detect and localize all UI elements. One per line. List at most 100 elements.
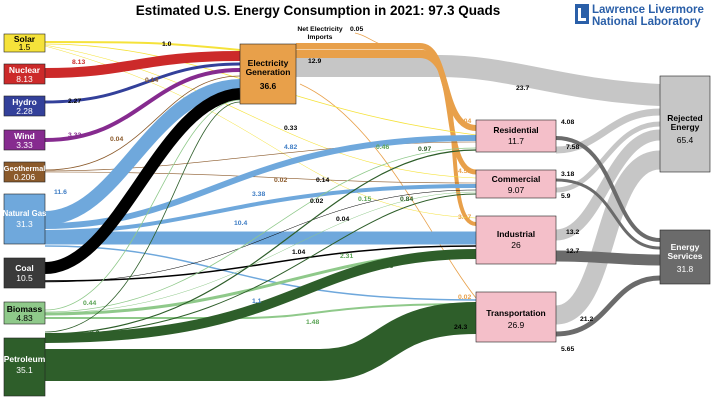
- energy-services-label1: Energy: [671, 242, 700, 252]
- source-coal: Coal 10.5: [3, 257, 46, 289]
- label-ind-rej: 13.2: [566, 229, 579, 236]
- label-nuclear-elec: 8.13: [72, 59, 85, 66]
- energy-services-value: 31.8: [677, 264, 694, 274]
- energy-services-box: [659, 229, 711, 285]
- flow-trans-services: [555, 275, 661, 337]
- flow-bio-residential: [44, 147, 477, 313]
- label-coal-com: 0.02: [310, 198, 323, 205]
- source-petroleum-value: 35.1: [16, 365, 33, 375]
- source-hydro-value: 2.28: [16, 106, 33, 116]
- residential-label: Residential: [493, 125, 538, 135]
- flow-pet-residential: [44, 149, 477, 335]
- rejected-energy-label1: Rejected: [667, 113, 702, 123]
- label-pet-com: 0.84: [400, 196, 413, 203]
- source-coal-value: 10.5: [16, 273, 33, 283]
- source-solar-label: Solar: [14, 34, 36, 44]
- label-solar-ind: 0.04: [336, 216, 349, 223]
- flow-ng-elec: [44, 79, 241, 225]
- electricity-generation-box: [239, 43, 297, 105]
- source-solar-box: [3, 33, 46, 53]
- source-natural-gas-label: Natural Gas: [3, 209, 47, 218]
- flow-coal-elec: [44, 88, 241, 274]
- source-petroleum-label: Petroleum: [4, 354, 46, 364]
- flow-ind-services: [555, 250, 661, 266]
- flow-wind-elec: [44, 68, 241, 142]
- sink-energy-services: Energy Services 31.8: [659, 229, 711, 285]
- label-pet-elec: 0.2: [90, 330, 100, 337]
- transportation-label: Transportation: [486, 308, 546, 318]
- logo-line1: Lawrence Livermore: [592, 4, 704, 16]
- source-biomass-label: Biomass: [7, 304, 43, 314]
- source-nuclear: Nuclear 8.13: [3, 63, 46, 85]
- label-ng-elec: 11.6: [54, 189, 67, 196]
- source-geothermal: Geothermal 0.206: [3, 161, 46, 183]
- sector-commercial: Commercial 9.07: [475, 169, 557, 199]
- flow-coal-commercial: [44, 189, 477, 283]
- llnl-logo-icon-stripe: [578, 8, 581, 21]
- label-hydro-elec: 2.27: [68, 98, 81, 105]
- flow-res-rejected: [555, 108, 661, 154]
- flow-ng-residential: [44, 135, 477, 229]
- industrial-value: 26: [511, 240, 521, 250]
- label-elec-trans2: 0.02: [458, 294, 471, 301]
- commercial-value: 9.07: [508, 185, 525, 195]
- source-biomass-value: 4.83: [16, 313, 33, 323]
- source-coal-box: [3, 257, 46, 289]
- electricity-generation-label2: Generation: [246, 67, 291, 77]
- source-natural-gas-box: [3, 193, 46, 245]
- flow-com-services: [555, 178, 661, 250]
- label-pet-res: 0.97: [418, 146, 431, 153]
- source-nuclear-label: Nuclear: [9, 65, 41, 75]
- flow-nuclear-elec: [44, 51, 241, 78]
- flow-geo-res: [44, 141, 477, 172]
- transportation-value: 26.9: [508, 320, 525, 330]
- label-bio-res: 0.46: [376, 144, 389, 151]
- label-pet-ind: 8.76: [380, 263, 393, 270]
- sink-rejected-energy: Rejected Energy 65.4: [659, 75, 711, 173]
- source-wind-box: [3, 129, 46, 151]
- net-imports-label2: Imports: [308, 34, 333, 41]
- flow-solar-elec: [44, 41, 241, 51]
- label-res-serv: 4.08: [561, 119, 574, 126]
- flow-labels: 1.0 8.13 2.27 3.32 0.14 0.04 11.6 9.47 0…: [54, 41, 593, 353]
- residential-box: [475, 119, 557, 153]
- label-ng-ind: 10.4: [234, 220, 247, 227]
- flow-pet-transport: [45, 302, 477, 381]
- industrial-label: Industrial: [497, 229, 535, 239]
- label-geo-com: 0.02: [274, 177, 287, 184]
- flow-hydro-elec: [44, 62, 241, 104]
- label-pet-trans: 24.3: [454, 324, 467, 331]
- flow-trans-rejected: [554, 150, 662, 325]
- net-imports-value: 0.05: [350, 26, 363, 33]
- flow-bio-transport: [45, 303, 477, 319]
- net-imports-label1: Net Electricity: [297, 26, 343, 33]
- flow-res-services: [555, 136, 661, 242]
- label-elec-rej: 23.7: [516, 85, 529, 92]
- rejected-energy-label2: Energy: [671, 122, 700, 132]
- flow-geo-elec: [44, 75, 241, 171]
- label-geo-res: 0.04: [110, 136, 123, 143]
- sector-electricity-generation: Electricity Generation 36.6: [239, 43, 297, 105]
- flows: [44, 32, 662, 381]
- label-com-serv: 3.18: [561, 171, 574, 178]
- source-wind-value: 3.33: [16, 140, 33, 150]
- source-geothermal-box: [3, 161, 46, 183]
- flow-com-rejected: [555, 121, 661, 193]
- label-res-rej: 7.58: [566, 144, 579, 151]
- flow-elec-transport: [299, 83, 477, 299]
- source-biomass-box: [3, 301, 46, 325]
- label-bio-trans: 1.48: [306, 319, 319, 326]
- source-geothermal-label: Geothermal: [4, 164, 46, 173]
- flow-pet-elec: [44, 101, 241, 333]
- flow-pet-commercial: [44, 193, 477, 336]
- source-petroleum-box: [3, 337, 46, 397]
- label-elec-ind: 3.37: [458, 214, 471, 221]
- source-natural-gas: Natural Gas 31.3: [3, 193, 47, 245]
- net-electricity-imports: Net Electricity Imports 0.05: [297, 26, 363, 41]
- flow-pet-industrial: [44, 249, 477, 343]
- label-bio-com: 0.15: [358, 196, 371, 203]
- flow-elec-industrial: [296, 54, 477, 226]
- label-elec-trans: 12.9: [308, 58, 321, 65]
